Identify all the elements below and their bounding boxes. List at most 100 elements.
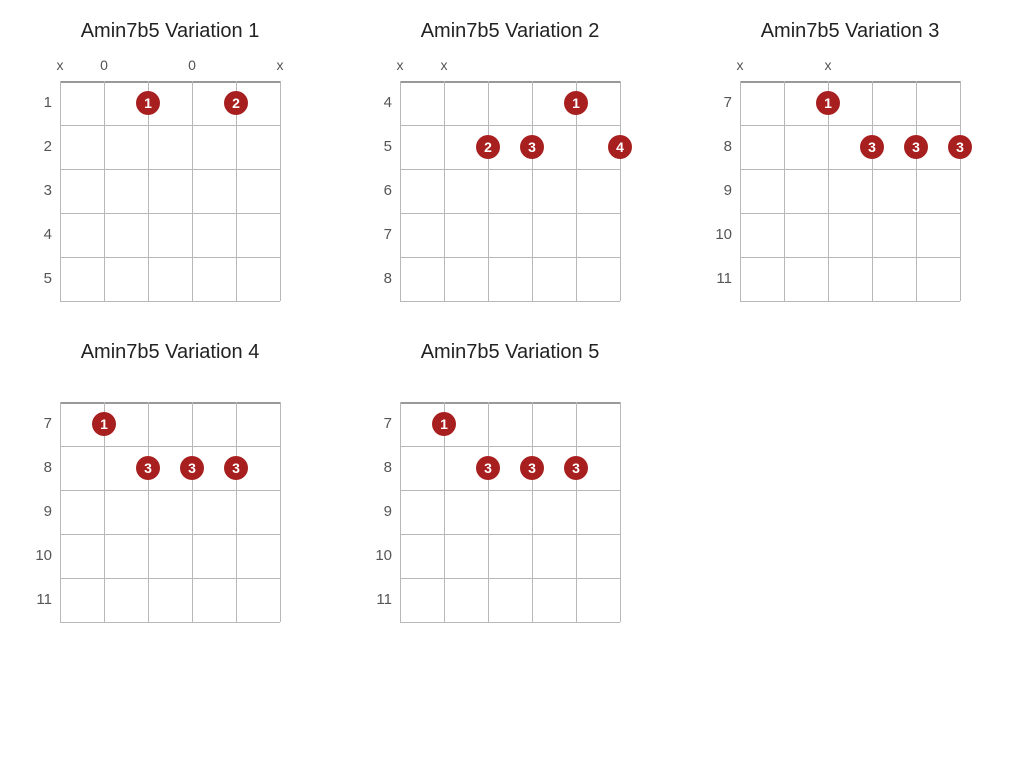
string-line: [236, 402, 237, 622]
fret-line: [60, 490, 280, 491]
fretboard: 1333: [60, 402, 280, 622]
fret-number: 11: [30, 578, 52, 622]
chord-grid: Amin7b5 Variation 1x00x1234512Amin7b5 Va…: [30, 20, 994, 622]
fretboard: 1333: [740, 81, 960, 301]
fret-number: 7: [370, 402, 392, 446]
string-top-label: x: [57, 57, 64, 73]
chord-title: Amin7b5 Variation 2: [370, 20, 650, 43]
chord-diagram: Amin7b5 Variation 1x00x1234512: [30, 20, 310, 301]
string-line: [280, 402, 281, 622]
fret-number: 8: [370, 446, 392, 490]
top-labels: x 0 0 x: [60, 57, 310, 75]
top-labels: xx: [400, 57, 650, 75]
fret-line: [60, 125, 280, 126]
fret-line: [400, 446, 620, 447]
fret-number: 8: [710, 125, 732, 169]
finger-dot: 1: [136, 91, 160, 115]
diagram-wrap: 1234512: [30, 81, 310, 301]
string-top-label: x: [441, 57, 448, 73]
fret-number: 7: [30, 402, 52, 446]
fret-line: [60, 257, 280, 258]
fret-line: [740, 81, 960, 83]
fret-number: 9: [30, 490, 52, 534]
fret-number: 10: [30, 534, 52, 578]
fret-line: [400, 81, 620, 83]
chord-diagram: Amin7b5 Variation 478910111333: [30, 341, 310, 622]
string-line: [192, 402, 193, 622]
fret-line: [400, 169, 620, 170]
fret-number: 1: [30, 81, 52, 125]
fret-number: 7: [710, 81, 732, 125]
string-line: [488, 402, 489, 622]
chord-diagram: Amin7b5 Variation 578910111333: [370, 341, 650, 622]
fretboard: 12: [60, 81, 280, 301]
fret-line: [60, 578, 280, 579]
finger-dot: 3: [948, 135, 972, 159]
finger-dot: 1: [816, 91, 840, 115]
fret-number: 10: [370, 534, 392, 578]
finger-dot: 3: [860, 135, 884, 159]
fret-line: [60, 81, 280, 83]
chord-diagram: Amin7b5 Variation 3xx78910111333: [710, 20, 990, 301]
string-line: [400, 402, 401, 622]
finger-dot: 3: [136, 456, 160, 480]
string-line: [488, 81, 489, 301]
finger-dot: 2: [476, 135, 500, 159]
fret-line: [740, 213, 960, 214]
fret-number: 3: [30, 169, 52, 213]
string-line: [532, 81, 533, 301]
fret-number: 9: [710, 169, 732, 213]
chord-title: Amin7b5 Variation 3: [710, 20, 990, 43]
string-line: [620, 81, 621, 301]
fret-line: [400, 301, 620, 302]
fretboard: 1234: [400, 81, 620, 301]
fret-number: 5: [370, 125, 392, 169]
fret-labels: 45678: [370, 81, 400, 301]
string-line: [60, 81, 61, 301]
fret-number: 9: [370, 490, 392, 534]
chord-title: Amin7b5 Variation 4: [30, 341, 310, 364]
fret-number: 4: [370, 81, 392, 125]
finger-dot: 1: [92, 412, 116, 436]
string-line: [60, 402, 61, 622]
fret-line: [60, 402, 280, 404]
fret-number: 8: [30, 446, 52, 490]
string-line: [532, 402, 533, 622]
fret-line: [740, 169, 960, 170]
string-line: [104, 81, 105, 301]
finger-dot: 2: [224, 91, 248, 115]
fret-line: [400, 490, 620, 491]
diagram-wrap: 78910111333: [30, 402, 310, 622]
string-line: [280, 81, 281, 301]
string-top-label: x: [737, 57, 744, 73]
diagram-wrap: 78910111333: [710, 81, 990, 301]
string-top-label: x: [277, 57, 284, 73]
fret-line: [400, 534, 620, 535]
fret-number: 4: [30, 213, 52, 257]
finger-dot: 3: [224, 456, 248, 480]
fret-line: [740, 257, 960, 258]
fret-labels: 12345: [30, 81, 60, 301]
fret-number: 5: [30, 257, 52, 301]
fret-line: [400, 402, 620, 404]
fret-line: [60, 622, 280, 623]
string-top-label: 0: [100, 57, 108, 73]
finger-dot: 4: [608, 135, 632, 159]
string-line: [192, 81, 193, 301]
finger-dot: 3: [520, 135, 544, 159]
fret-number: 10: [710, 213, 732, 257]
diagram-wrap: 78910111333: [370, 402, 650, 622]
finger-dot: 1: [432, 412, 456, 436]
string-line: [444, 81, 445, 301]
string-top-label: 0: [188, 57, 196, 73]
fret-line: [400, 213, 620, 214]
fret-number: 6: [370, 169, 392, 213]
fret-labels: 7891011: [710, 81, 740, 301]
string-line: [400, 81, 401, 301]
fret-line: [740, 125, 960, 126]
string-top-label: x: [397, 57, 404, 73]
string-line: [620, 402, 621, 622]
string-line: [740, 81, 741, 301]
fret-line: [400, 257, 620, 258]
fret-number: 11: [710, 257, 732, 301]
